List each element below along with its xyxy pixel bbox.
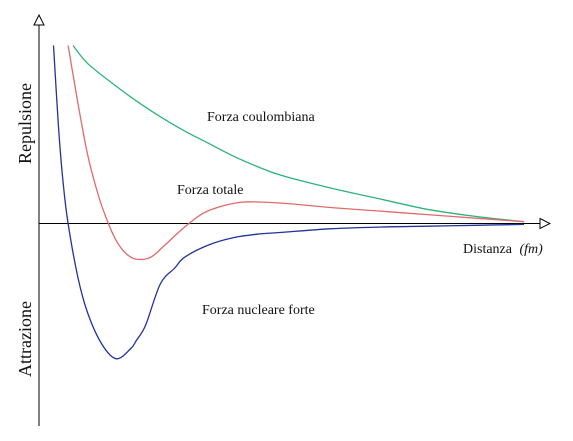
series-label-forza-nucleare-forte: Forza nucleare forte	[202, 303, 315, 318]
series-label-forza-totale: Forza totale	[177, 183, 243, 198]
series-label-forza-coulombiana: Forza coulombiana	[207, 110, 315, 125]
x-axis-unit: (fm)	[519, 242, 543, 257]
y-axis-label-repulsione: Repulsione	[15, 83, 35, 164]
series-line-forza-coulombiana	[72, 45, 525, 223]
y-axis-label-attrazione: Attrazione	[15, 301, 35, 377]
series-layer	[52, 45, 525, 360]
x-axis-label: Distanza	[463, 242, 513, 257]
series-line-forza-nucleare-forte	[52, 45, 525, 360]
series-line-forza-totale	[67, 45, 525, 261]
x-axis-title: Distanza (fm)	[463, 242, 543, 257]
